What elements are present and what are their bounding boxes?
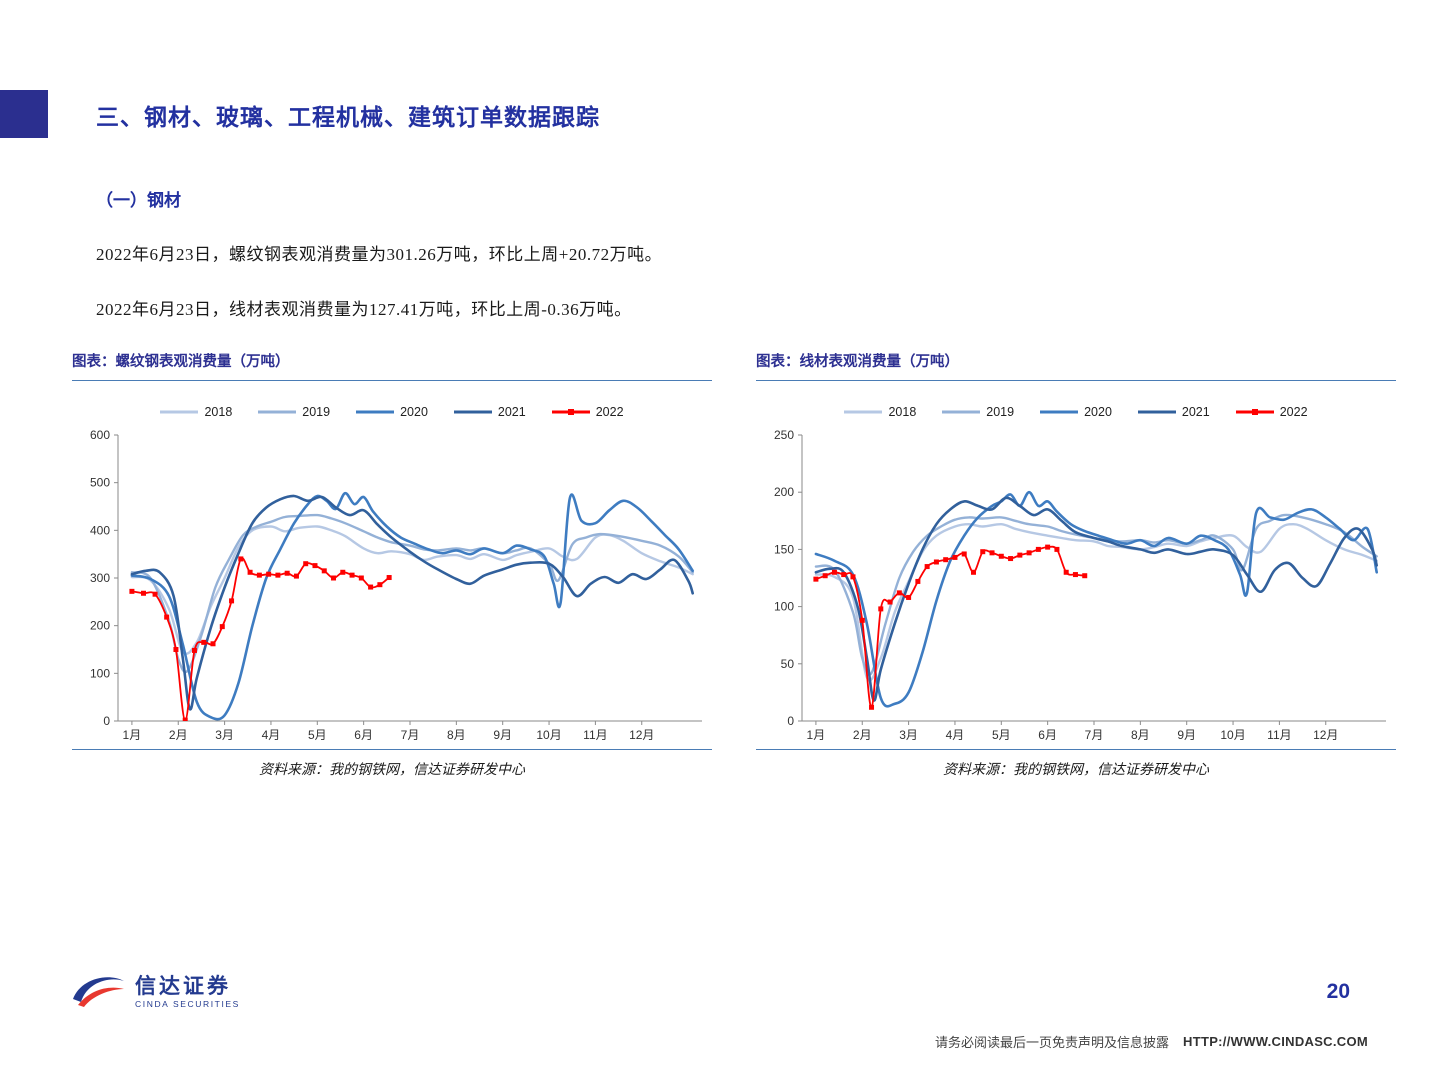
- charts-row: 图表：螺纹钢表观消费量（万吨） 2018 2019 2020 2021 2022 0 10…: [72, 350, 1396, 779]
- svg-text:100: 100: [90, 666, 110, 680]
- accent-square: [0, 90, 48, 138]
- logo-subtext: CINDA SECURITIES: [135, 998, 240, 1009]
- svg-text:12月: 12月: [1313, 728, 1338, 742]
- legend-item-2022: 2022: [551, 405, 624, 419]
- svg-text:6月: 6月: [1038, 728, 1057, 742]
- svg-text:1月: 1月: [807, 728, 826, 742]
- svg-text:4月: 4月: [262, 728, 281, 742]
- legend-swatch-2019: [258, 410, 297, 414]
- legend-label-2022: 2022: [595, 405, 624, 419]
- legend-label-2018: 2018: [204, 405, 233, 419]
- legend-item-2019: 2019: [942, 405, 1014, 419]
- wire-chart-title: 图表：线材表观消费量（万吨）: [756, 354, 959, 370]
- svg-text:5月: 5月: [308, 728, 327, 742]
- wire-chart-block: 图表：线材表观消费量（万吨） 2018 2019 2020 2021 2022 0 50 1…: [756, 350, 1396, 779]
- svg-text:2月: 2月: [853, 728, 872, 742]
- svg-text:4月: 4月: [946, 728, 965, 742]
- legend-label-2018: 2018: [888, 405, 917, 419]
- svg-text:12月: 12月: [629, 728, 654, 742]
- svg-text:300: 300: [90, 571, 110, 585]
- page-title: 三、钢材、玻璃、工程机械、建筑订单数据跟踪: [96, 104, 600, 130]
- svg-text:400: 400: [90, 523, 110, 537]
- legend-swatch-2020: [1040, 410, 1079, 414]
- legend-label-2020: 2020: [1084, 405, 1112, 419]
- footer-line: 请务必阅读最后一页免责声明及信息披露 HTTP://WWW.CINDASC.CO…: [935, 1032, 1368, 1051]
- svg-text:9月: 9月: [493, 728, 512, 742]
- logo-text-block: 信达证券 CINDA SECURITIES: [135, 976, 240, 1009]
- legend-swatch-2018: [844, 410, 883, 414]
- svg-text:500: 500: [90, 476, 110, 490]
- legend-swatch-2022: [551, 409, 590, 415]
- svg-text:150: 150: [774, 542, 794, 556]
- rebar-chart-block: 图表：螺纹钢表观消费量（万吨） 2018 2019 2020 2021 2022 0 10…: [72, 350, 712, 779]
- legend-swatch-2021: [453, 410, 492, 414]
- legend-item-2018: 2018: [844, 405, 916, 419]
- svg-text:10月: 10月: [536, 728, 561, 742]
- svg-text:0: 0: [787, 714, 794, 728]
- cinda-logo: 信达证券 CINDA SECURITIES: [72, 972, 240, 1012]
- paragraph-rebar: 2022年6月23日，螺纹钢表观消费量为301.26万吨，环比上周+20.72万…: [96, 245, 663, 264]
- legend-swatch-2020: [356, 410, 395, 414]
- svg-text:3月: 3月: [215, 728, 234, 742]
- svg-text:11月: 11月: [1267, 728, 1291, 742]
- rebar-chart-legend: 2018 2019 2020 2021 2022: [72, 403, 712, 421]
- section-heading: （一）钢材: [96, 191, 181, 210]
- svg-text:10月: 10月: [1220, 728, 1245, 742]
- rebar-chart-divider-top: [72, 380, 712, 381]
- svg-text:3月: 3月: [899, 728, 918, 742]
- legend-swatch-2018: [160, 410, 199, 414]
- page-number: 20: [1326, 980, 1350, 1003]
- rebar-chart-title: 图表：螺纹钢表观消费量（万吨）: [72, 354, 290, 370]
- legend-item-2020: 2020: [356, 405, 428, 419]
- wire-chart-legend: 2018 2019 2020 2021 2022: [756, 403, 1396, 421]
- legend-item-2021: 2021: [453, 405, 526, 419]
- legend-label-2021: 2021: [1181, 405, 1210, 419]
- wire-line-chart: 0 50 100 150 200 250 1月 2月 3月 4月 5月 6月 7月 8月 9月 10月 11月 1…: [774, 428, 1386, 742]
- wire-chart-divider-bottom: [756, 749, 1396, 750]
- svg-text:8月: 8月: [447, 728, 466, 742]
- footer-disclaimer: 请务必阅读最后一页免责声明及信息披露: [935, 1035, 1170, 1050]
- svg-text:11月: 11月: [583, 728, 607, 742]
- svg-text:5月: 5月: [992, 728, 1011, 742]
- svg-text:6月: 6月: [354, 728, 373, 742]
- paragraph-wire: 2022年6月23日，线材表观消费量为127.41万吨，环比上周-0.36万吨。: [96, 300, 632, 319]
- rebar-line-chart: 0 100 200 300 400 500 600 1月 2月 3月 4月 5月 6月 7月 8月 9月 10月…: [90, 428, 702, 742]
- legend-label-2022: 2022: [1279, 405, 1308, 419]
- legend-label-2019: 2019: [986, 405, 1015, 419]
- wire-chart-divider-top: [756, 380, 1396, 381]
- legend-item-2021: 2021: [1137, 405, 1210, 419]
- svg-text:200: 200: [774, 485, 794, 499]
- svg-text:9月: 9月: [1177, 728, 1196, 742]
- legend-item-2018: 2018: [160, 405, 232, 419]
- rebar-chart-source: 资料来源：我的钢铁网，信达证券研发中心: [259, 763, 525, 778]
- svg-text:7月: 7月: [401, 728, 420, 742]
- legend-item-2022: 2022: [1235, 405, 1308, 419]
- legend-label-2019: 2019: [302, 405, 331, 419]
- legend-swatch-2022: [1235, 409, 1274, 415]
- legend-item-2019: 2019: [258, 405, 330, 419]
- svg-text:600: 600: [90, 428, 110, 442]
- legend-swatch-2021: [1137, 410, 1176, 414]
- body-paragraphs: 2022年6月23日，螺纹钢表观消费量为301.26万吨，环比上周+20.72万…: [96, 240, 1296, 350]
- svg-text:2月: 2月: [169, 728, 188, 742]
- svg-text:0: 0: [103, 714, 110, 728]
- svg-text:7月: 7月: [1085, 728, 1104, 742]
- legend-label-2021: 2021: [497, 405, 526, 419]
- legend-item-2020: 2020: [1040, 405, 1112, 419]
- logo-text: 信达证券: [135, 974, 231, 998]
- rebar-chart-divider-bottom: [72, 749, 712, 750]
- cinda-logo-icon: [73, 977, 124, 1007]
- legend-label-2020: 2020: [400, 405, 428, 419]
- wire-chart-source: 资料来源：我的钢铁网，信达证券研发中心: [943, 763, 1209, 778]
- footer-url-link[interactable]: HTTP://WWW.CINDASC.COM: [1183, 1034, 1368, 1049]
- legend-swatch-2019: [942, 410, 981, 414]
- svg-text:250: 250: [774, 428, 794, 442]
- svg-text:50: 50: [781, 657, 795, 671]
- svg-text:100: 100: [774, 600, 794, 614]
- svg-text:8月: 8月: [1131, 728, 1150, 742]
- svg-text:1月: 1月: [123, 728, 142, 742]
- svg-text:200: 200: [90, 619, 110, 633]
